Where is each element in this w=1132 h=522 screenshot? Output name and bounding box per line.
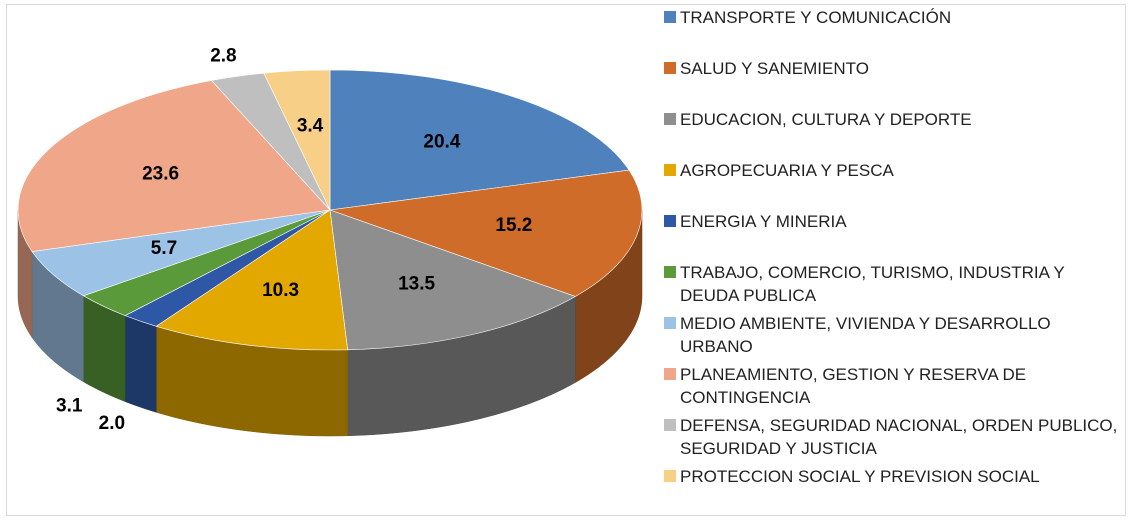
legend-item: EDUCACION, CULTURA Y DEPORTE [664, 108, 1126, 159]
legend-item: PROTECCION SOCIAL Y PREVISION SOCIAL [664, 465, 1126, 516]
legend-label: AGROPECUARIA Y PESCA [680, 161, 894, 180]
legend-item: MEDIO AMBIENTE, VIVIENDA Y DESARROLLO UR… [664, 312, 1126, 363]
legend-swatch [664, 368, 676, 380]
legend-label: PROTECCION SOCIAL Y PREVISION SOCIAL [680, 467, 1040, 486]
data-label: 13.5 [398, 273, 435, 294]
legend-swatch [664, 164, 676, 176]
legend-item: TRABAJO, COMERCIO, TURISMO, INDUSTRIA Y … [664, 261, 1126, 312]
pie-slice [155, 209, 348, 351]
pie-slice [17, 80, 331, 252]
legend-label: TRABAJO, COMERCIO, TURISMO, INDUSTRIA Y … [680, 263, 1065, 305]
data-label: 5.7 [151, 238, 177, 259]
data-label: 10.3 [262, 280, 299, 301]
data-label: 3.1 [56, 396, 83, 417]
legend-item: SALUD Y SANEMIENTO [664, 57, 1126, 108]
legend-swatch [664, 470, 676, 482]
legend-label: PLANEAMIENTO, GESTION Y RESERVA DE CONTI… [680, 365, 1027, 407]
legend-item: PLANEAMIENTO, GESTION Y RESERVA DE CONTI… [664, 363, 1126, 414]
legend-item: TRANSPORTE Y COMUNICACIÓN [664, 6, 1126, 57]
pie-side [124, 315, 157, 413]
data-label: 20.4 [423, 132, 460, 153]
legend-item: ENERGIA Y MINERIA [664, 210, 1126, 261]
data-label: 23.6 [142, 163, 179, 184]
legend-label: EDUCACION, CULTURA Y DEPORTE [680, 110, 972, 129]
legend-swatch [664, 266, 676, 278]
legend-item: DEFENSA, SEGURIDAD NACIONAL, ORDEN PUBLI… [664, 414, 1126, 465]
legend: TRANSPORTE Y COMUNICACIÓN SALUD Y SANEMIE… [664, 6, 1126, 516]
legend-swatch [664, 317, 676, 329]
data-label: 2.0 [99, 413, 125, 434]
legend-swatch [664, 11, 676, 23]
legend-label: MEDIO AMBIENTE, VIVIENDA Y DESARROLLO UR… [680, 314, 1051, 356]
pie-slice [263, 69, 331, 211]
pie-slice [329, 209, 577, 351]
legend-swatch [664, 215, 676, 227]
legend-swatch [664, 419, 676, 431]
legend-swatch [664, 113, 676, 125]
data-label: 2.8 [210, 45, 236, 66]
legend-item: AGROPECUARIA Y PESCA [664, 159, 1126, 210]
legend-swatch [664, 62, 676, 74]
chart-frame [6, 4, 1126, 516]
legend-label: SALUD Y SANEMIENTO [680, 59, 869, 78]
legend-label: TRANSPORTE Y COMUNICACIÓN [680, 8, 952, 27]
legend-label: DEFENSA, SEGURIDAD NACIONAL, ORDEN PUBLI… [680, 416, 1118, 458]
legend-label: ENERGIA Y MINERIA [680, 212, 847, 231]
pie-slice [329, 169, 643, 297]
pie-slice [329, 69, 630, 211]
data-label: 3.4 [297, 115, 324, 136]
data-label: 15.2 [495, 215, 532, 236]
